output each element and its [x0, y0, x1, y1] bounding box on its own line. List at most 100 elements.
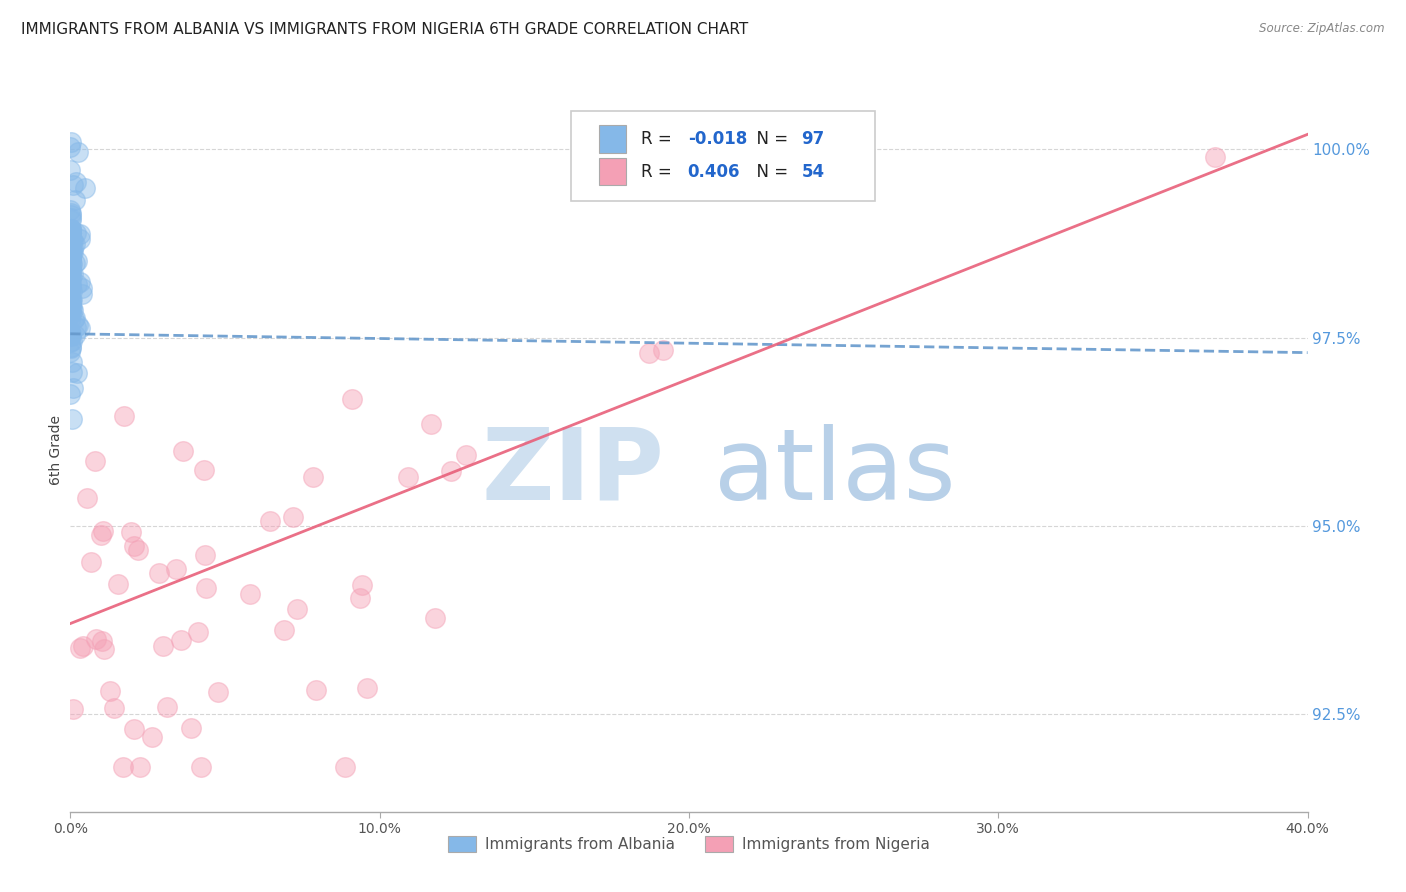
Point — [60, 249, 83, 263]
Point — [59, 239, 82, 253]
Point — [65, 226, 87, 240]
Point — [65, 175, 87, 189]
Point — [60, 250, 83, 264]
FancyBboxPatch shape — [599, 125, 626, 153]
Point — [127, 543, 149, 558]
Point — [59, 271, 82, 285]
Point — [72, 639, 94, 653]
Point — [86, 632, 108, 647]
Point — [124, 722, 146, 736]
Point — [60, 293, 83, 308]
Point — [60, 307, 83, 321]
Point — [349, 591, 371, 606]
Text: R =: R = — [641, 130, 676, 148]
Point — [59, 266, 82, 280]
Point — [60, 300, 83, 314]
Point — [440, 464, 463, 478]
Point — [112, 409, 135, 423]
Point — [60, 284, 83, 298]
Point — [62, 302, 84, 317]
Point — [59, 301, 82, 315]
Point — [69, 227, 91, 242]
Point — [239, 586, 262, 600]
Point — [195, 581, 218, 595]
Point — [65, 319, 87, 334]
Point — [63, 193, 86, 207]
Text: IMMIGRANTS FROM ALBANIA VS IMMIGRANTS FROM NIGERIA 6TH GRADE CORRELATION CHART: IMMIGRANTS FROM ALBANIA VS IMMIGRANTS FR… — [21, 22, 748, 37]
Point — [66, 253, 89, 268]
Point — [637, 346, 659, 360]
Point — [90, 528, 112, 542]
Point — [60, 206, 83, 220]
Point — [59, 262, 82, 277]
Point — [59, 140, 82, 154]
Point — [59, 303, 82, 318]
Point — [63, 328, 86, 343]
Point — [59, 340, 82, 354]
Text: N =: N = — [745, 162, 793, 180]
Point — [60, 242, 83, 256]
Point — [60, 233, 83, 247]
Legend: Immigrants from Albania, Immigrants from Nigeria: Immigrants from Albania, Immigrants from… — [441, 830, 936, 858]
Point — [69, 641, 91, 656]
Point — [63, 237, 86, 252]
Point — [423, 611, 446, 625]
Point — [305, 683, 328, 698]
Point — [59, 267, 82, 281]
Point — [62, 178, 84, 193]
Point — [60, 250, 83, 264]
Point — [60, 222, 83, 236]
Point — [62, 381, 84, 395]
Point — [59, 251, 82, 265]
Point — [84, 454, 107, 468]
Point — [60, 412, 83, 426]
Point — [148, 566, 170, 580]
Point — [207, 685, 229, 699]
Point — [60, 257, 83, 271]
Point — [103, 701, 125, 715]
Point — [59, 162, 82, 177]
Point — [259, 515, 281, 529]
Point — [59, 303, 82, 318]
Point — [152, 639, 174, 653]
FancyBboxPatch shape — [599, 158, 626, 186]
Point — [62, 268, 84, 282]
Point — [59, 280, 82, 294]
Point — [62, 234, 84, 248]
Y-axis label: 6th Grade: 6th Grade — [49, 416, 63, 485]
Point — [59, 255, 82, 269]
Point — [59, 329, 82, 343]
Point — [59, 211, 82, 226]
Point — [69, 275, 91, 289]
Point — [63, 256, 86, 270]
Point — [60, 334, 83, 348]
Point — [69, 232, 91, 246]
Point — [141, 731, 163, 745]
Point — [60, 268, 83, 282]
Point — [76, 491, 98, 505]
Point — [59, 264, 82, 278]
Point — [59, 202, 82, 217]
Point — [59, 295, 82, 310]
Point — [193, 463, 215, 477]
Point — [60, 280, 83, 294]
Text: -0.018: -0.018 — [688, 130, 747, 148]
Point — [73, 181, 96, 195]
Text: 0.406: 0.406 — [688, 162, 740, 180]
Point — [79, 556, 101, 570]
Point — [59, 208, 82, 222]
Point — [90, 633, 112, 648]
Point — [63, 311, 86, 326]
Point — [67, 145, 90, 159]
Point — [340, 392, 363, 406]
Point — [60, 354, 83, 368]
Text: atlas: atlas — [714, 424, 955, 521]
Point — [72, 286, 94, 301]
Point — [396, 470, 419, 484]
Text: 97: 97 — [801, 130, 825, 148]
Point — [59, 252, 82, 267]
Point — [190, 759, 212, 773]
Point — [59, 135, 82, 149]
Point — [107, 577, 129, 591]
Point — [187, 624, 209, 639]
